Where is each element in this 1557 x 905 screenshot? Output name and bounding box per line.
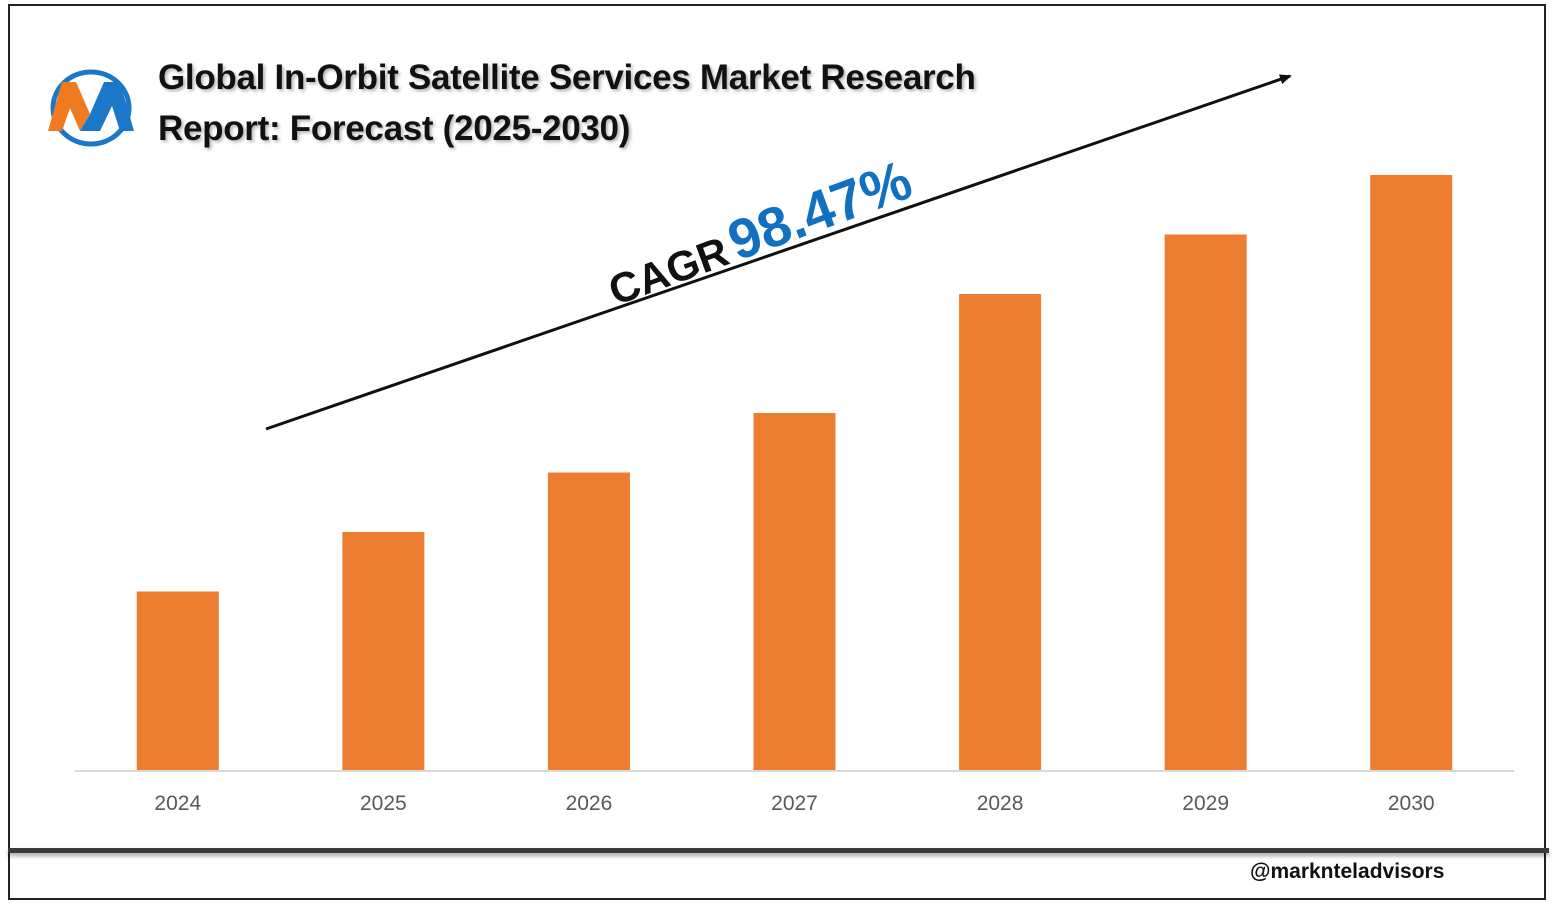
x-tick-label-2029: 2029: [1182, 792, 1229, 815]
bar-2024: [136, 591, 219, 770]
chart-title: Global In-Orbit Satellite Services Marke…: [158, 52, 1058, 154]
x-tick-label-2028: 2028: [977, 792, 1024, 815]
x-tick-label-2026: 2026: [566, 792, 613, 815]
chart-title-line-1: Global In-Orbit Satellite Services Marke…: [158, 58, 976, 97]
bar-2025: [342, 532, 425, 770]
growth-trend-arrow: [265, 74, 1292, 431]
footer-handle: @marknteladvisors: [1250, 860, 1445, 883]
x-tick-label-2030: 2030: [1388, 792, 1435, 815]
footer-divider: [8, 848, 1549, 853]
bar-2028: [959, 294, 1042, 770]
bar-2030: [1370, 175, 1453, 770]
bar-2027: [753, 413, 836, 770]
x-tick-label-2027: 2027: [771, 792, 818, 815]
bar-2026: [547, 472, 630, 770]
bar-2029: [1164, 234, 1247, 770]
chart-title-line-2: Report: Forecast (2025-2030): [158, 109, 631, 148]
x-tick-label-2024: 2024: [154, 792, 201, 815]
m-letter-logo-icon: [48, 69, 134, 147]
x-tick-label-2025: 2025: [360, 792, 407, 815]
